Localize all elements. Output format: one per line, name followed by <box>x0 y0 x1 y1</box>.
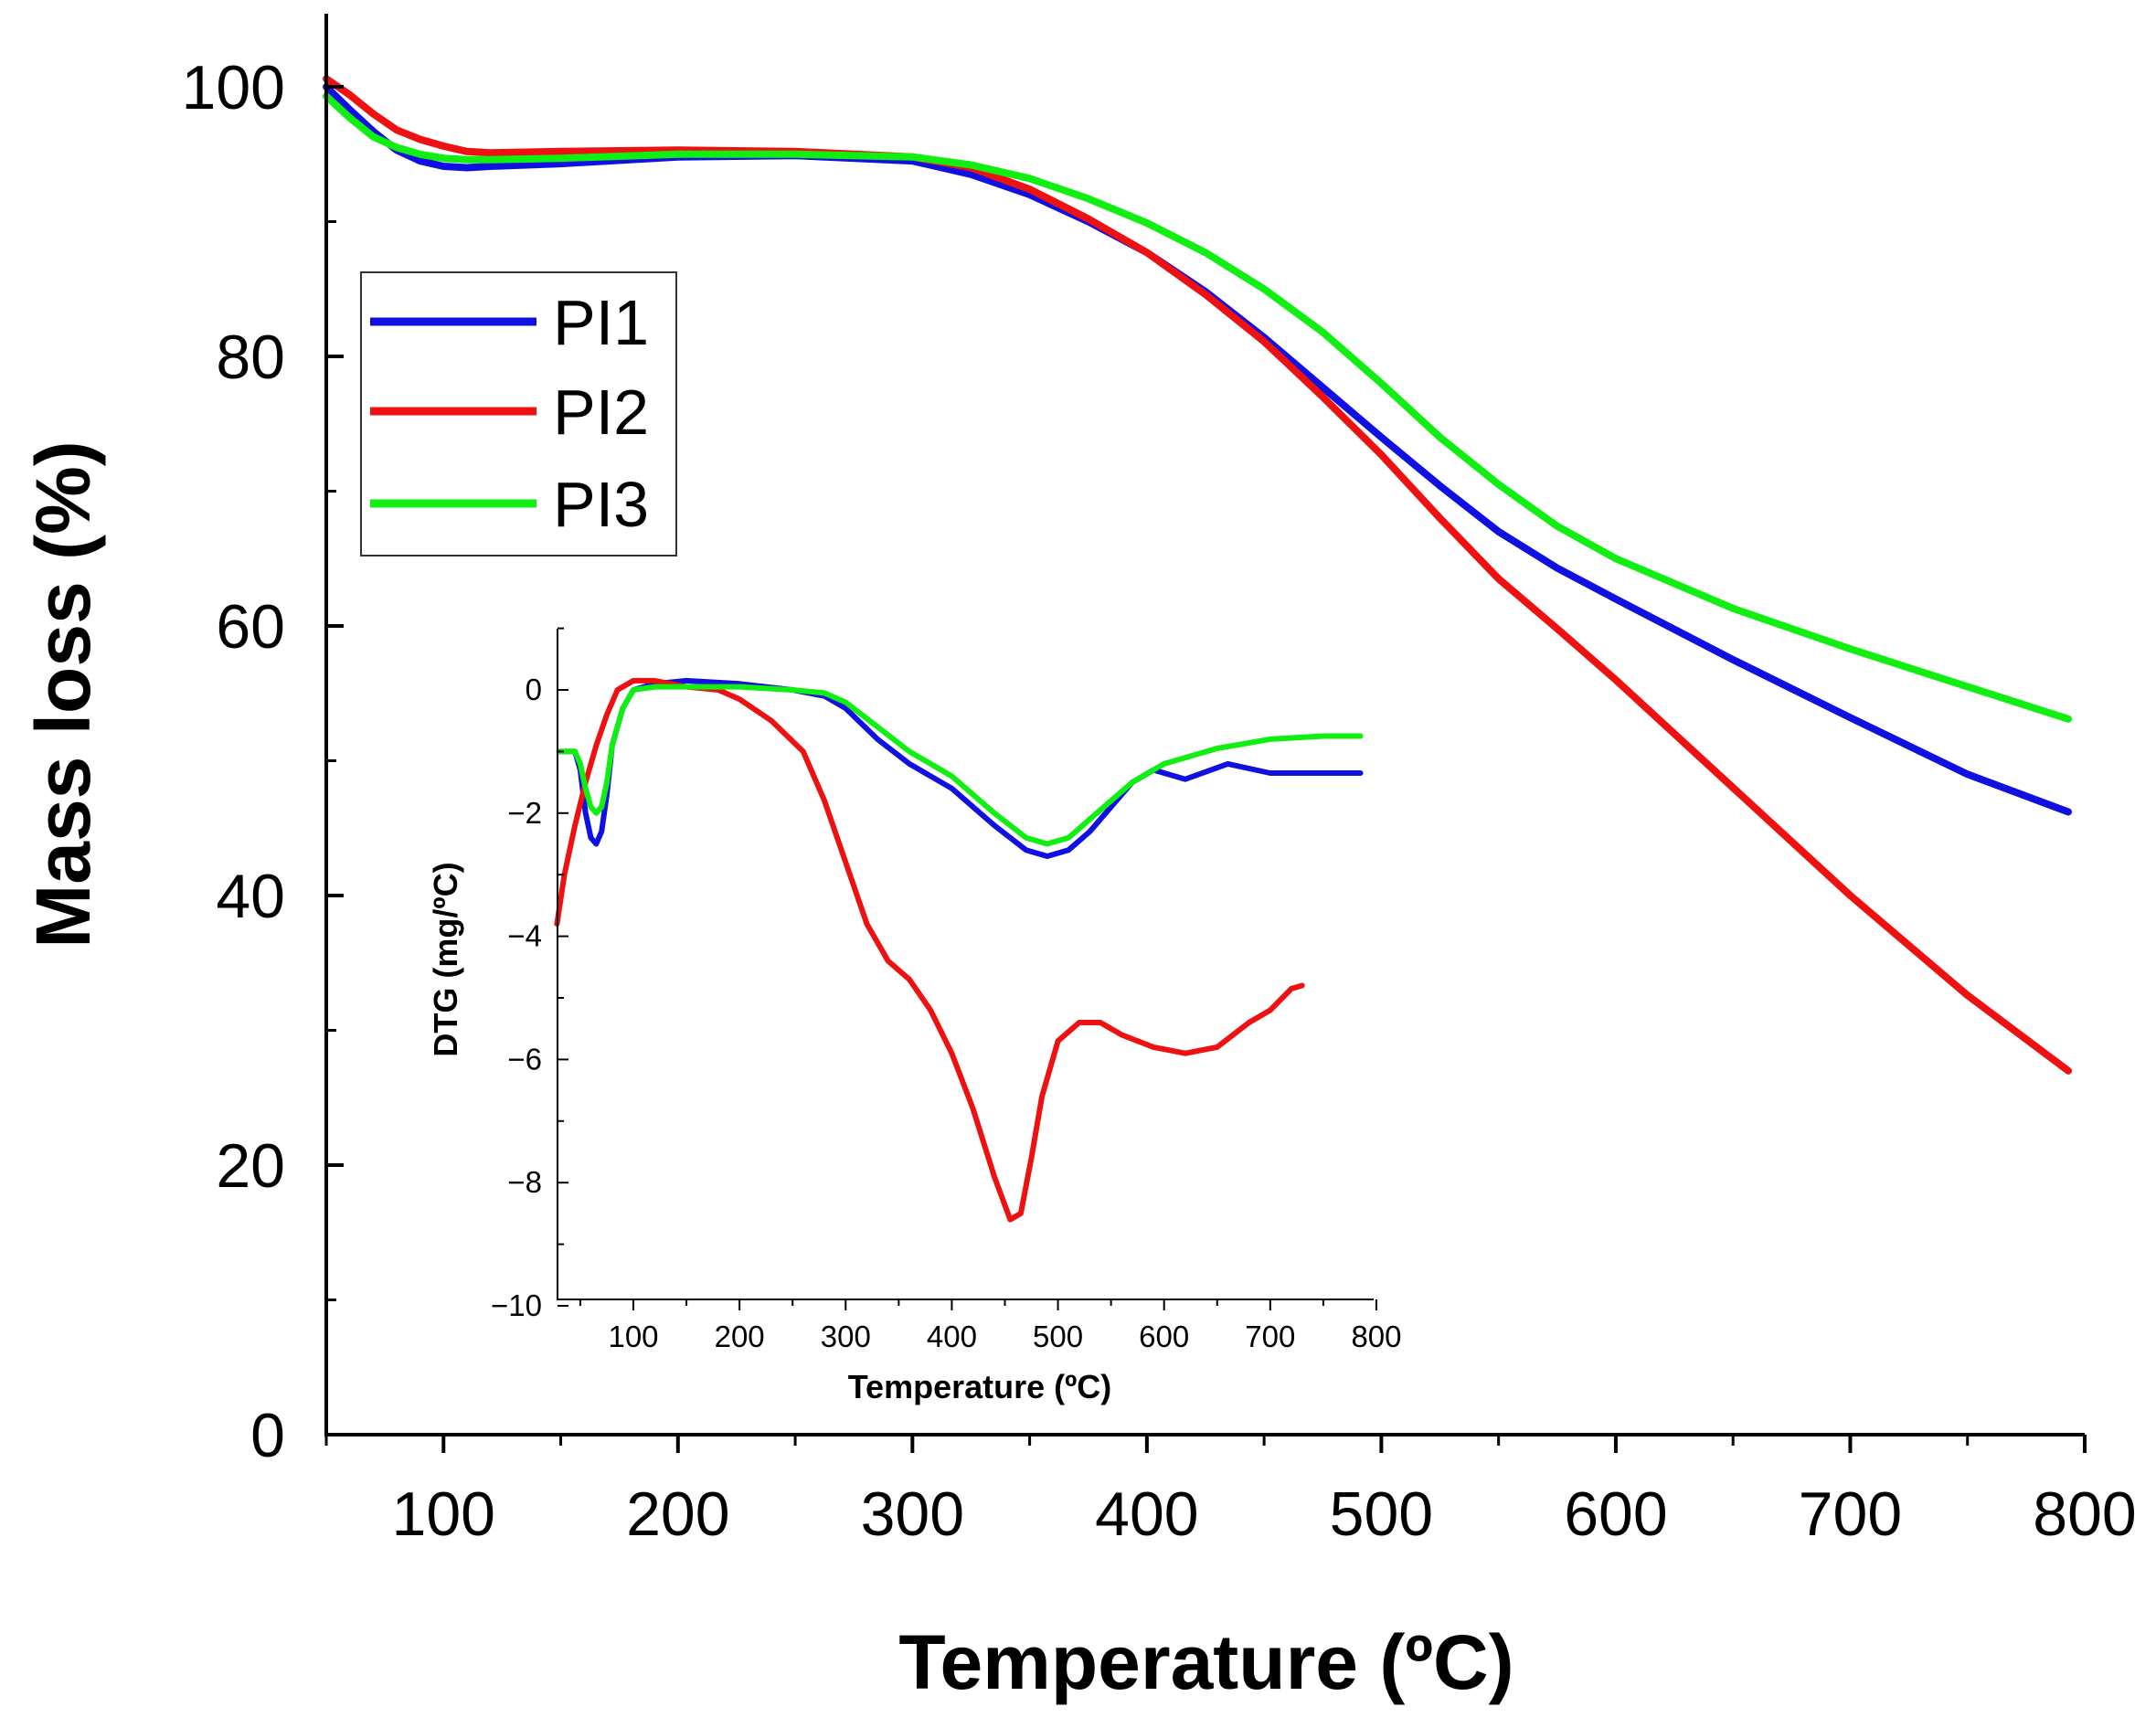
main-y-tick-label: 60 <box>216 592 285 662</box>
main-x-tick-label: 700 <box>1799 1479 1902 1549</box>
legend: PI1 PI2 PI3 <box>360 271 677 557</box>
inset-x-tick-label: 800 <box>1351 1320 1401 1353</box>
main-y-axis-title: Mass loss (%) <box>20 440 106 949</box>
main-series-group <box>323 75 2072 1075</box>
inset-y-tick-label: −2 <box>507 796 542 830</box>
inset-x-tick-label: 100 <box>608 1320 658 1353</box>
inset-x-tick-label: 200 <box>715 1320 765 1353</box>
main-x-tick-label: 100 <box>392 1479 495 1549</box>
main-x-tick-label: 300 <box>861 1479 964 1549</box>
inset-y-axis-title: DTG (mg/ºC) <box>427 862 464 1056</box>
main-x-tick-label: 200 <box>626 1479 729 1549</box>
legend-item-pi2: PI2 <box>370 376 649 448</box>
inset-x-axis-title: Temperature (ºC) <box>848 1368 1112 1405</box>
inset-y-ticks: −10 −8 −6 −4 −2 0 <box>491 627 568 1322</box>
inset-x-tick-label: 700 <box>1245 1320 1295 1353</box>
main-y-tick-label: 80 <box>216 323 285 392</box>
main-chart: 0 20 40 60 80 100 100 200 300 400 500 600 700 800 Te… <box>20 14 2137 1705</box>
inset-series-line-pi1 <box>556 677 1364 859</box>
inset-y-tick-label: 0 <box>526 673 542 706</box>
inset-y-tick-label: −4 <box>507 919 542 953</box>
main-y-ticks: 0 20 40 60 80 100 <box>182 53 344 1470</box>
main-x-tick-label: 600 <box>1564 1479 1667 1549</box>
main-series-line-pi2 <box>323 75 2072 1075</box>
inset-y-tick-label: −8 <box>507 1165 542 1199</box>
inset-dtg-chart: −10 −8 −6 −4 −2 0 100 200 300 400 500 600 700 800 Te… <box>427 627 1402 1405</box>
inset-series-group <box>554 677 1364 1223</box>
main-y-tick-label: 0 <box>250 1401 285 1470</box>
main-axes <box>324 14 2085 1436</box>
inset-axes <box>557 629 1374 1300</box>
inset-series-line-pi3 <box>556 684 1364 847</box>
main-x-axis-title: Temperature (ºC) <box>898 1619 1513 1705</box>
main-y-tick-label: 20 <box>216 1131 285 1201</box>
main-x-tick-label: 500 <box>1330 1479 1433 1549</box>
inset-x-tick-label: 300 <box>821 1320 871 1353</box>
legend-label-pi2: PI2 <box>553 376 649 448</box>
main-x-tick-label: 400 <box>1095 1479 1198 1549</box>
inset-series-line-pi2 <box>554 677 1305 1223</box>
legend-item-pi1: PI1 <box>370 287 649 358</box>
main-y-tick-label: 100 <box>182 53 285 122</box>
legend-item-pi3: PI3 <box>370 469 649 540</box>
legend-label-pi3: PI3 <box>553 469 649 540</box>
inset-x-ticks: 100 200 300 400 500 600 700 800 <box>579 1299 1402 1353</box>
inset-y-tick-label: −10 <box>491 1288 542 1322</box>
main-x-ticks: 100 200 300 400 500 600 700 800 <box>324 1435 2137 1549</box>
legend-label-pi1: PI1 <box>553 287 649 358</box>
inset-y-tick-label: −6 <box>507 1042 542 1076</box>
inset-x-tick-label: 500 <box>1033 1320 1083 1353</box>
main-series-line-pi3 <box>323 92 2072 723</box>
main-y-tick-label: 40 <box>216 862 285 931</box>
inset-x-tick-label: 400 <box>927 1320 977 1353</box>
main-x-tick-label: 800 <box>2033 1479 2136 1549</box>
inset-x-tick-label: 600 <box>1139 1320 1189 1353</box>
